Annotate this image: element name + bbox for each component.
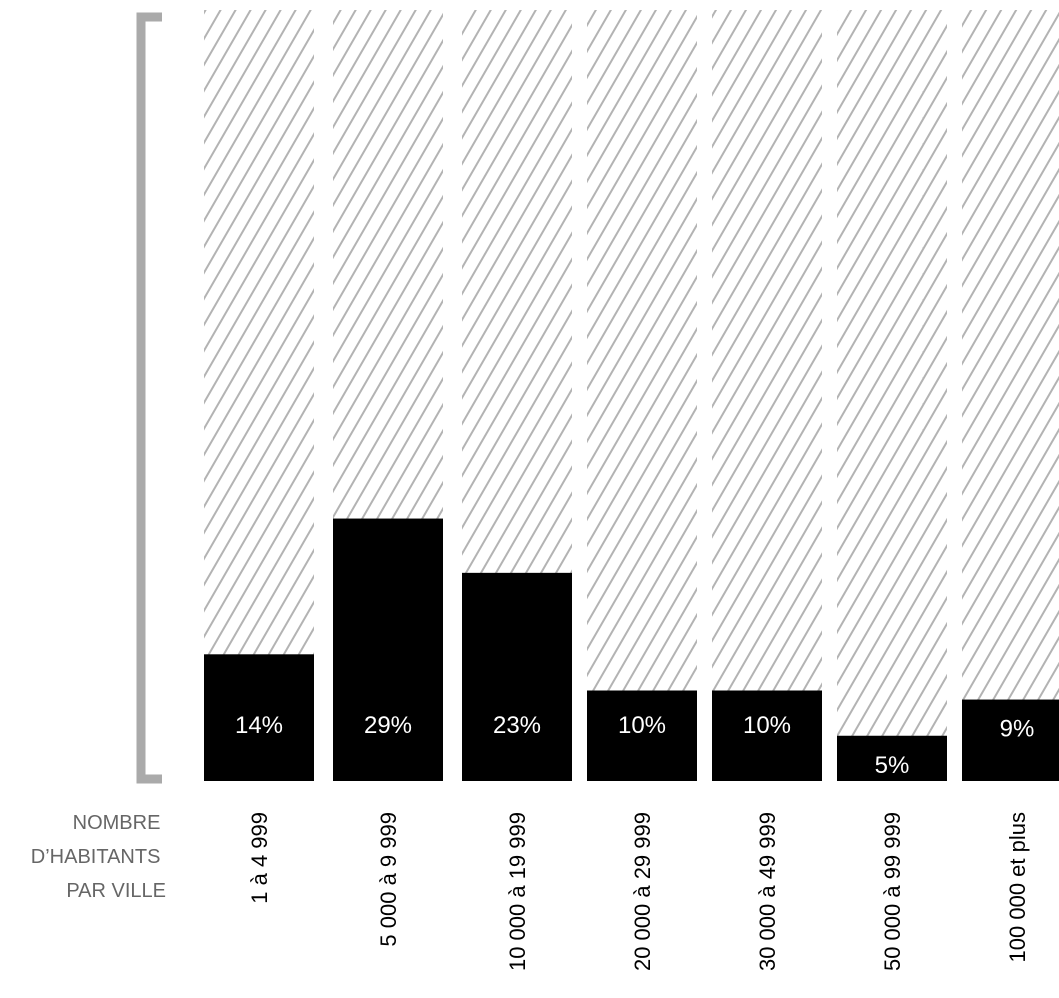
bar-background: [587, 10, 697, 781]
value-label: 10%: [618, 712, 666, 739]
value-label: 9%: [1000, 716, 1035, 743]
category-label: 10 000 à 19 999: [505, 812, 530, 971]
hatched-background-bars: [204, 10, 1059, 781]
bar: [462, 572, 572, 781]
bar-background: [712, 10, 822, 781]
value-label: 23%: [493, 712, 541, 739]
value-label: 29%: [364, 712, 412, 739]
category-label: 20 000 à 29 999: [630, 812, 655, 971]
value-label: 10%: [743, 712, 791, 739]
bar: [962, 699, 1059, 781]
value-labels-group: 14% 29% 23% 10% 10% 5% 9%: [235, 712, 1034, 779]
bar: [837, 735, 947, 781]
category-labels-group: 1 à 4 999 5 000 à 9 999 10 000 à 19 999 20 …: [247, 812, 1030, 971]
category-label: 30 000 à 49 999: [755, 812, 780, 971]
value-label: 14%: [235, 712, 283, 739]
category-label: 100 000 et plus: [1005, 812, 1030, 962]
x-axis-title-line: PAR VILLE: [66, 880, 166, 902]
bar-background: [204, 10, 314, 781]
bar-background: [837, 10, 947, 781]
bar-background: [962, 10, 1059, 781]
axis-bracket: [136, 12, 162, 784]
value-label: 5%: [875, 752, 910, 779]
bars-group: [204, 518, 1059, 781]
x-axis-title-line: NOMBRE: [73, 812, 161, 834]
category-label: 1 à 4 999: [247, 812, 272, 904]
x-axis-title: NOMBRE D’HABITANTS PAR VILLE: [31, 812, 166, 902]
category-label: 5 000 à 9 999: [376, 812, 401, 947]
x-axis-title-line: D’HABITANTS: [31, 846, 161, 868]
bar: [587, 690, 697, 781]
bar: [204, 654, 314, 781]
bar: [712, 690, 822, 781]
bar: [333, 518, 443, 781]
category-label: 50 000 à 99 999: [880, 812, 905, 971]
